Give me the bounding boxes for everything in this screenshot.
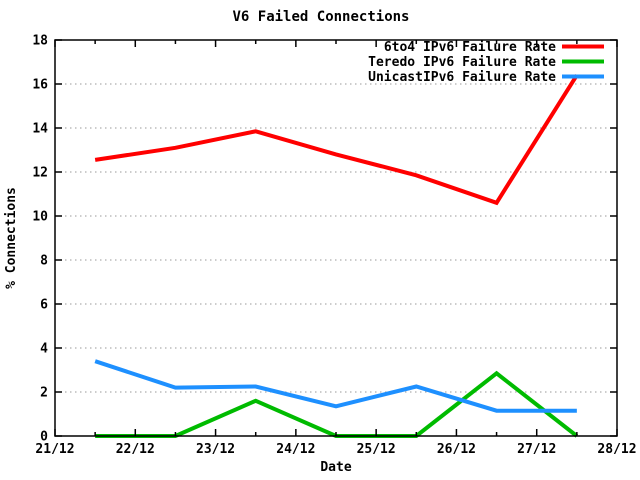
x-tick-label: 23/12	[196, 442, 235, 457]
x-tick-label: 21/12	[35, 442, 74, 457]
axis-layer	[54, 39, 618, 437]
x-tick-label: 25/12	[357, 442, 396, 457]
x-tick-label: 28/12	[597, 442, 636, 457]
series-line-unicastipv6	[94, 359, 577, 413]
x-tick-label: 24/12	[276, 442, 315, 457]
y-axis-label: % Connections	[4, 187, 19, 289]
chart-title: V6 Failed Connections	[232, 9, 409, 25]
legend-entry-label: 6to4 IPv6 Failure Rate	[384, 40, 556, 55]
y-tick-label: 0	[40, 430, 48, 445]
series-layer	[94, 74, 579, 438]
x-tick-label: 27/12	[517, 442, 556, 457]
y-tick-label: 4	[40, 342, 48, 357]
x-tick-label: 26/12	[437, 442, 476, 457]
y-tick-label: 12	[32, 166, 48, 181]
y-tick-label: 14	[32, 122, 48, 137]
grid-layer	[55, 83, 617, 393]
legend-entry-label: UnicastIPv6 Failure Rate	[368, 70, 556, 85]
tick-label-layer: 0 2 4 6 8 10 12 14 16 18 21/12 22/12 23/12 24/12 25/12…	[32, 34, 636, 458]
y-tick-label: 8	[40, 254, 48, 269]
y-tick-label: 16	[32, 78, 48, 93]
x-tick-label: 22/12	[116, 442, 155, 457]
y-tick-label: 6	[40, 298, 48, 313]
series-line-6to4	[94, 74, 579, 206]
legend-entry-label: Teredo IPv6 Failure Rate	[368, 55, 556, 70]
y-tick-label: 10	[32, 210, 48, 225]
y-tick-label: 18	[32, 34, 48, 49]
plot-border	[54, 39, 618, 437]
y-tick-label: 2	[40, 386, 48, 401]
x-axis-label: Date	[320, 460, 351, 475]
